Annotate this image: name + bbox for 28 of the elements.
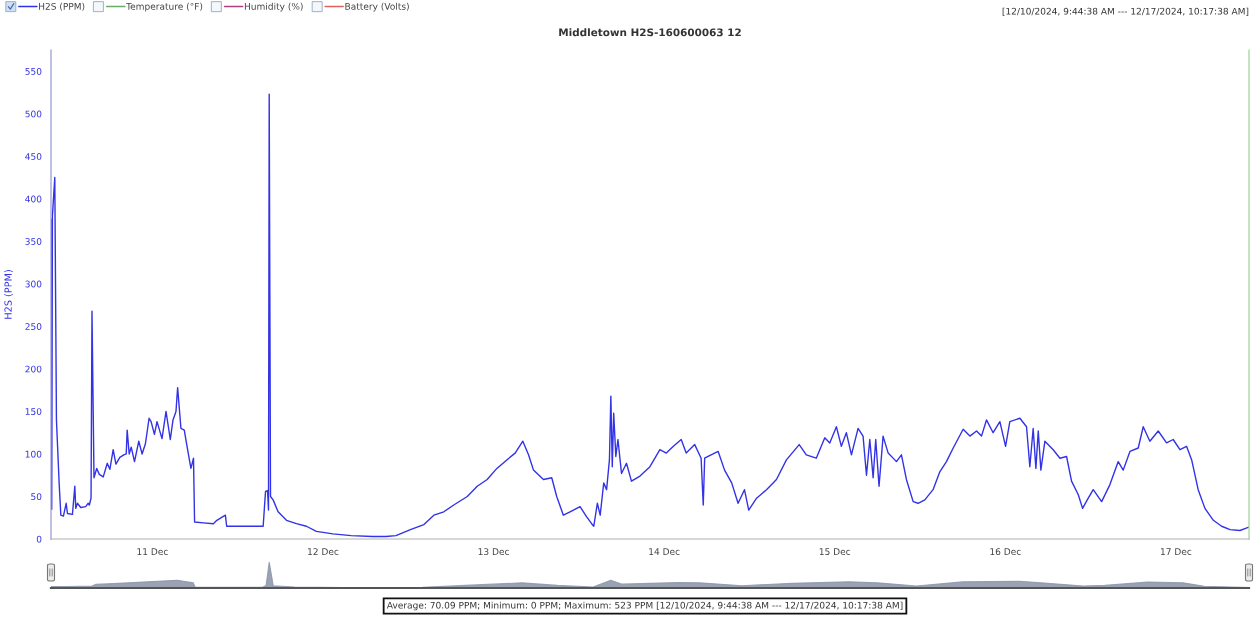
x-tick-label: 16 Dec xyxy=(990,548,1021,556)
y-tick-label: 550 xyxy=(25,67,42,75)
legend-label: H2S (PPM) xyxy=(39,2,85,11)
x-tick-label: 11 Dec xyxy=(137,548,168,556)
chart-title: Middletown H2S-160600063 12 xyxy=(559,28,741,37)
y-tick-label: 500 xyxy=(25,110,42,118)
x-tick-label: 17 Dec xyxy=(1160,548,1192,556)
y-tick-label: 0 xyxy=(36,535,42,543)
y-axis-title: H2S (PPM) xyxy=(4,270,13,319)
x-tick-label: 13 Dec xyxy=(478,548,509,556)
legend-label: Humidity (%) xyxy=(244,2,303,12)
y-tick-label: 50 xyxy=(31,493,42,501)
y-tick-label: 150 xyxy=(25,408,42,415)
x-tick-label: 14 Dec xyxy=(649,548,680,556)
y-tick-label: 450 xyxy=(25,153,42,160)
y-tick-label: 250 xyxy=(25,323,42,330)
line-series xyxy=(51,93,1249,538)
y-tick-label: 200 xyxy=(25,365,42,373)
y-tick-label: 300 xyxy=(25,280,42,288)
legend-label: Temperature (°F) xyxy=(126,2,203,12)
y-tick-label: 100 xyxy=(25,450,42,458)
y-tick-label: 400 xyxy=(25,195,42,203)
legend-label: Battery (Volts) xyxy=(345,2,409,12)
x-tick-label: 15 Dec xyxy=(819,548,851,556)
text: Average: 70.09 PPM; Minimum: 0 PPM; Maximum: 523 PPM [12/10/2024, 9:44:38 AM --- 12/17/2024, 10:17:38 AM] xyxy=(386,601,903,611)
y-tick-label: 350 xyxy=(25,238,42,245)
text: [12/10/2024, 9:44:38 AM --- 12/17/2024, 10:17:38 AM] xyxy=(1002,7,1249,16)
x-tick-label: 12 Dec xyxy=(308,548,339,556)
